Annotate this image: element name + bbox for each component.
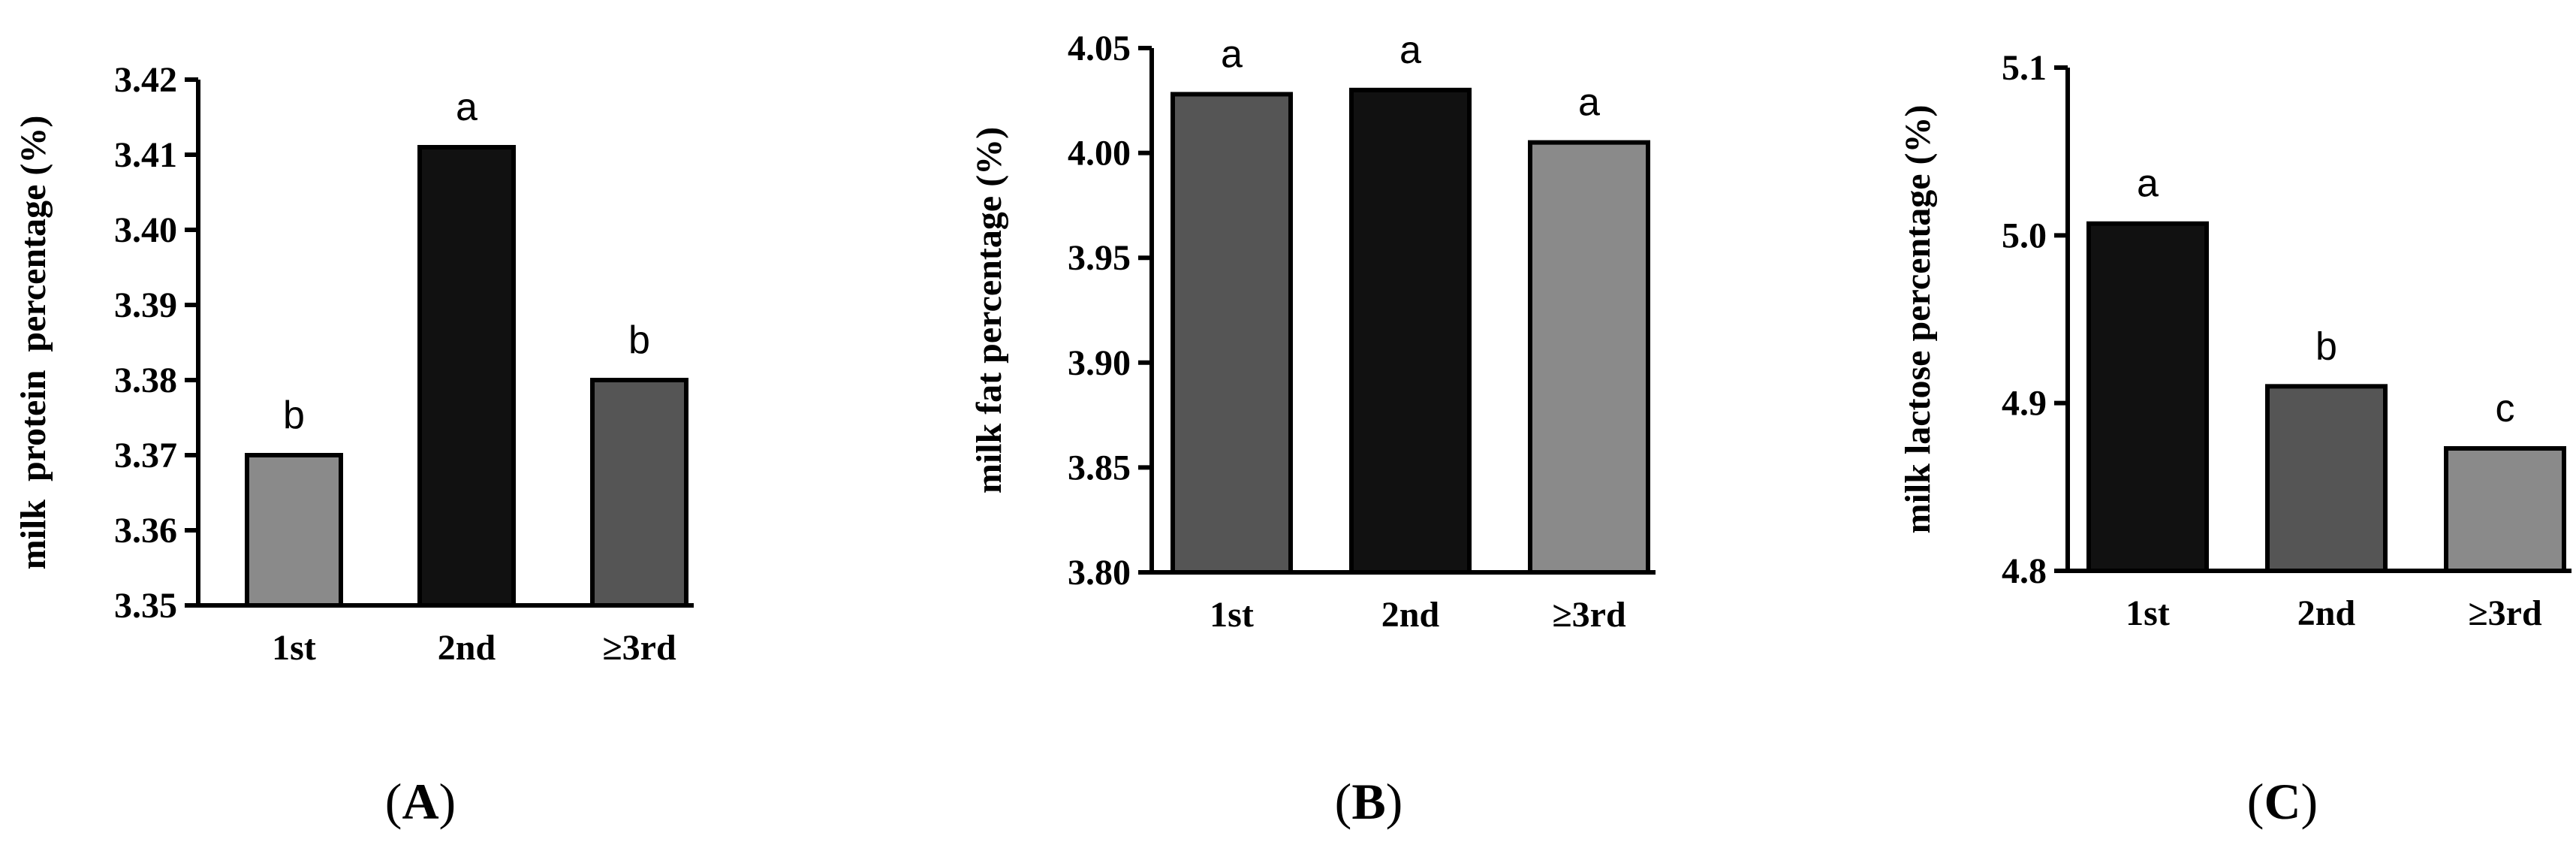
y-tick-label: 5.0 bbox=[2002, 216, 2047, 255]
significance-letter: a bbox=[456, 86, 478, 129]
x-tick-label: ≥3rd bbox=[602, 628, 676, 668]
significance-letter: c bbox=[2496, 387, 2515, 430]
panel-letter: C bbox=[2264, 773, 2300, 830]
significance-letter: a bbox=[1578, 81, 1600, 125]
y-tick-label: 3.35 bbox=[114, 586, 177, 626]
y-tick-label: 3.38 bbox=[114, 361, 177, 400]
y-tick-label: 4.8 bbox=[2002, 551, 2047, 591]
bar-2 bbox=[1349, 87, 1472, 575]
significance-letter: b bbox=[283, 394, 305, 437]
bar-1 bbox=[1170, 92, 1293, 575]
y-tick-label: 4.9 bbox=[2002, 384, 2047, 424]
y-tick-label: 4.00 bbox=[1068, 134, 1131, 174]
y-tick-label: 3.36 bbox=[114, 511, 177, 551]
bar-2 bbox=[2265, 384, 2388, 573]
y-tick-label: 3.41 bbox=[114, 135, 177, 175]
y-tick-label: 3.90 bbox=[1068, 343, 1131, 383]
panel-letter: A bbox=[402, 773, 438, 830]
y-tick-label: 3.95 bbox=[1068, 238, 1131, 278]
panel-letter: B bbox=[1351, 773, 1385, 830]
bar-3 bbox=[1528, 140, 1650, 575]
significance-letter: b bbox=[628, 318, 650, 362]
y-tick-label: 3.80 bbox=[1068, 553, 1131, 593]
x-tick-label: ≥3rd bbox=[1552, 595, 1626, 635]
bar-3 bbox=[2444, 445, 2566, 574]
y-tick-label: 3.40 bbox=[114, 210, 177, 250]
y-tick-label: 3.42 bbox=[114, 60, 177, 100]
panel-label: (B) bbox=[1335, 773, 1403, 830]
bar-3 bbox=[590, 378, 688, 608]
y-tick-label: 3.39 bbox=[114, 285, 177, 325]
bar-1 bbox=[245, 453, 343, 608]
x-tick-label: 1st bbox=[1210, 595, 1254, 635]
significance-letter: a bbox=[1221, 32, 1243, 76]
x-tick-label: 2nd bbox=[438, 628, 496, 668]
chart-panel-a: b 1st a 2nd b ≥3rd 3.35 3.36 3.37 3.38 3.39 3.40 3.4… bbox=[14, 60, 694, 830]
bar-1 bbox=[2086, 221, 2209, 573]
chart-panel-c: a 1st b 2nd c ≥3rd 4.8 4.9 5.0 5.1 milk lactose pe… bbox=[1898, 48, 2571, 830]
panel-label: (C) bbox=[2247, 773, 2318, 830]
y-tick-label: 5.1 bbox=[2002, 48, 2047, 88]
significance-letter: a bbox=[2137, 162, 2159, 206]
y-tick-label: 3.85 bbox=[1068, 448, 1131, 487]
x-tick-label: 1st bbox=[272, 628, 316, 668]
significance-letter: b bbox=[2315, 324, 2337, 368]
x-tick-label: 2nd bbox=[1381, 595, 1440, 635]
significance-letter: a bbox=[1399, 29, 1421, 72]
y-tick-label: 3.37 bbox=[114, 436, 177, 475]
x-tick-label: ≥3rd bbox=[2468, 593, 2542, 633]
chart-panel-b: a 1st a 2nd a ≥3rd 3.80 3.85 3.90 3.95 4.00 4.05 mil… bbox=[969, 29, 1656, 830]
y-axis-title: milk protein percentage (%) bbox=[14, 116, 53, 570]
y-tick-label: 4.05 bbox=[1068, 29, 1131, 68]
bar-2 bbox=[417, 145, 516, 608]
y-axis-title: milk lactose percentage (%) bbox=[1898, 105, 1938, 534]
x-tick-label: 2nd bbox=[2297, 593, 2356, 633]
x-tick-label: 1st bbox=[2126, 593, 2170, 633]
y-axis-title: milk fat percentage (%) bbox=[969, 127, 1009, 493]
panel-label: (A) bbox=[385, 773, 456, 830]
